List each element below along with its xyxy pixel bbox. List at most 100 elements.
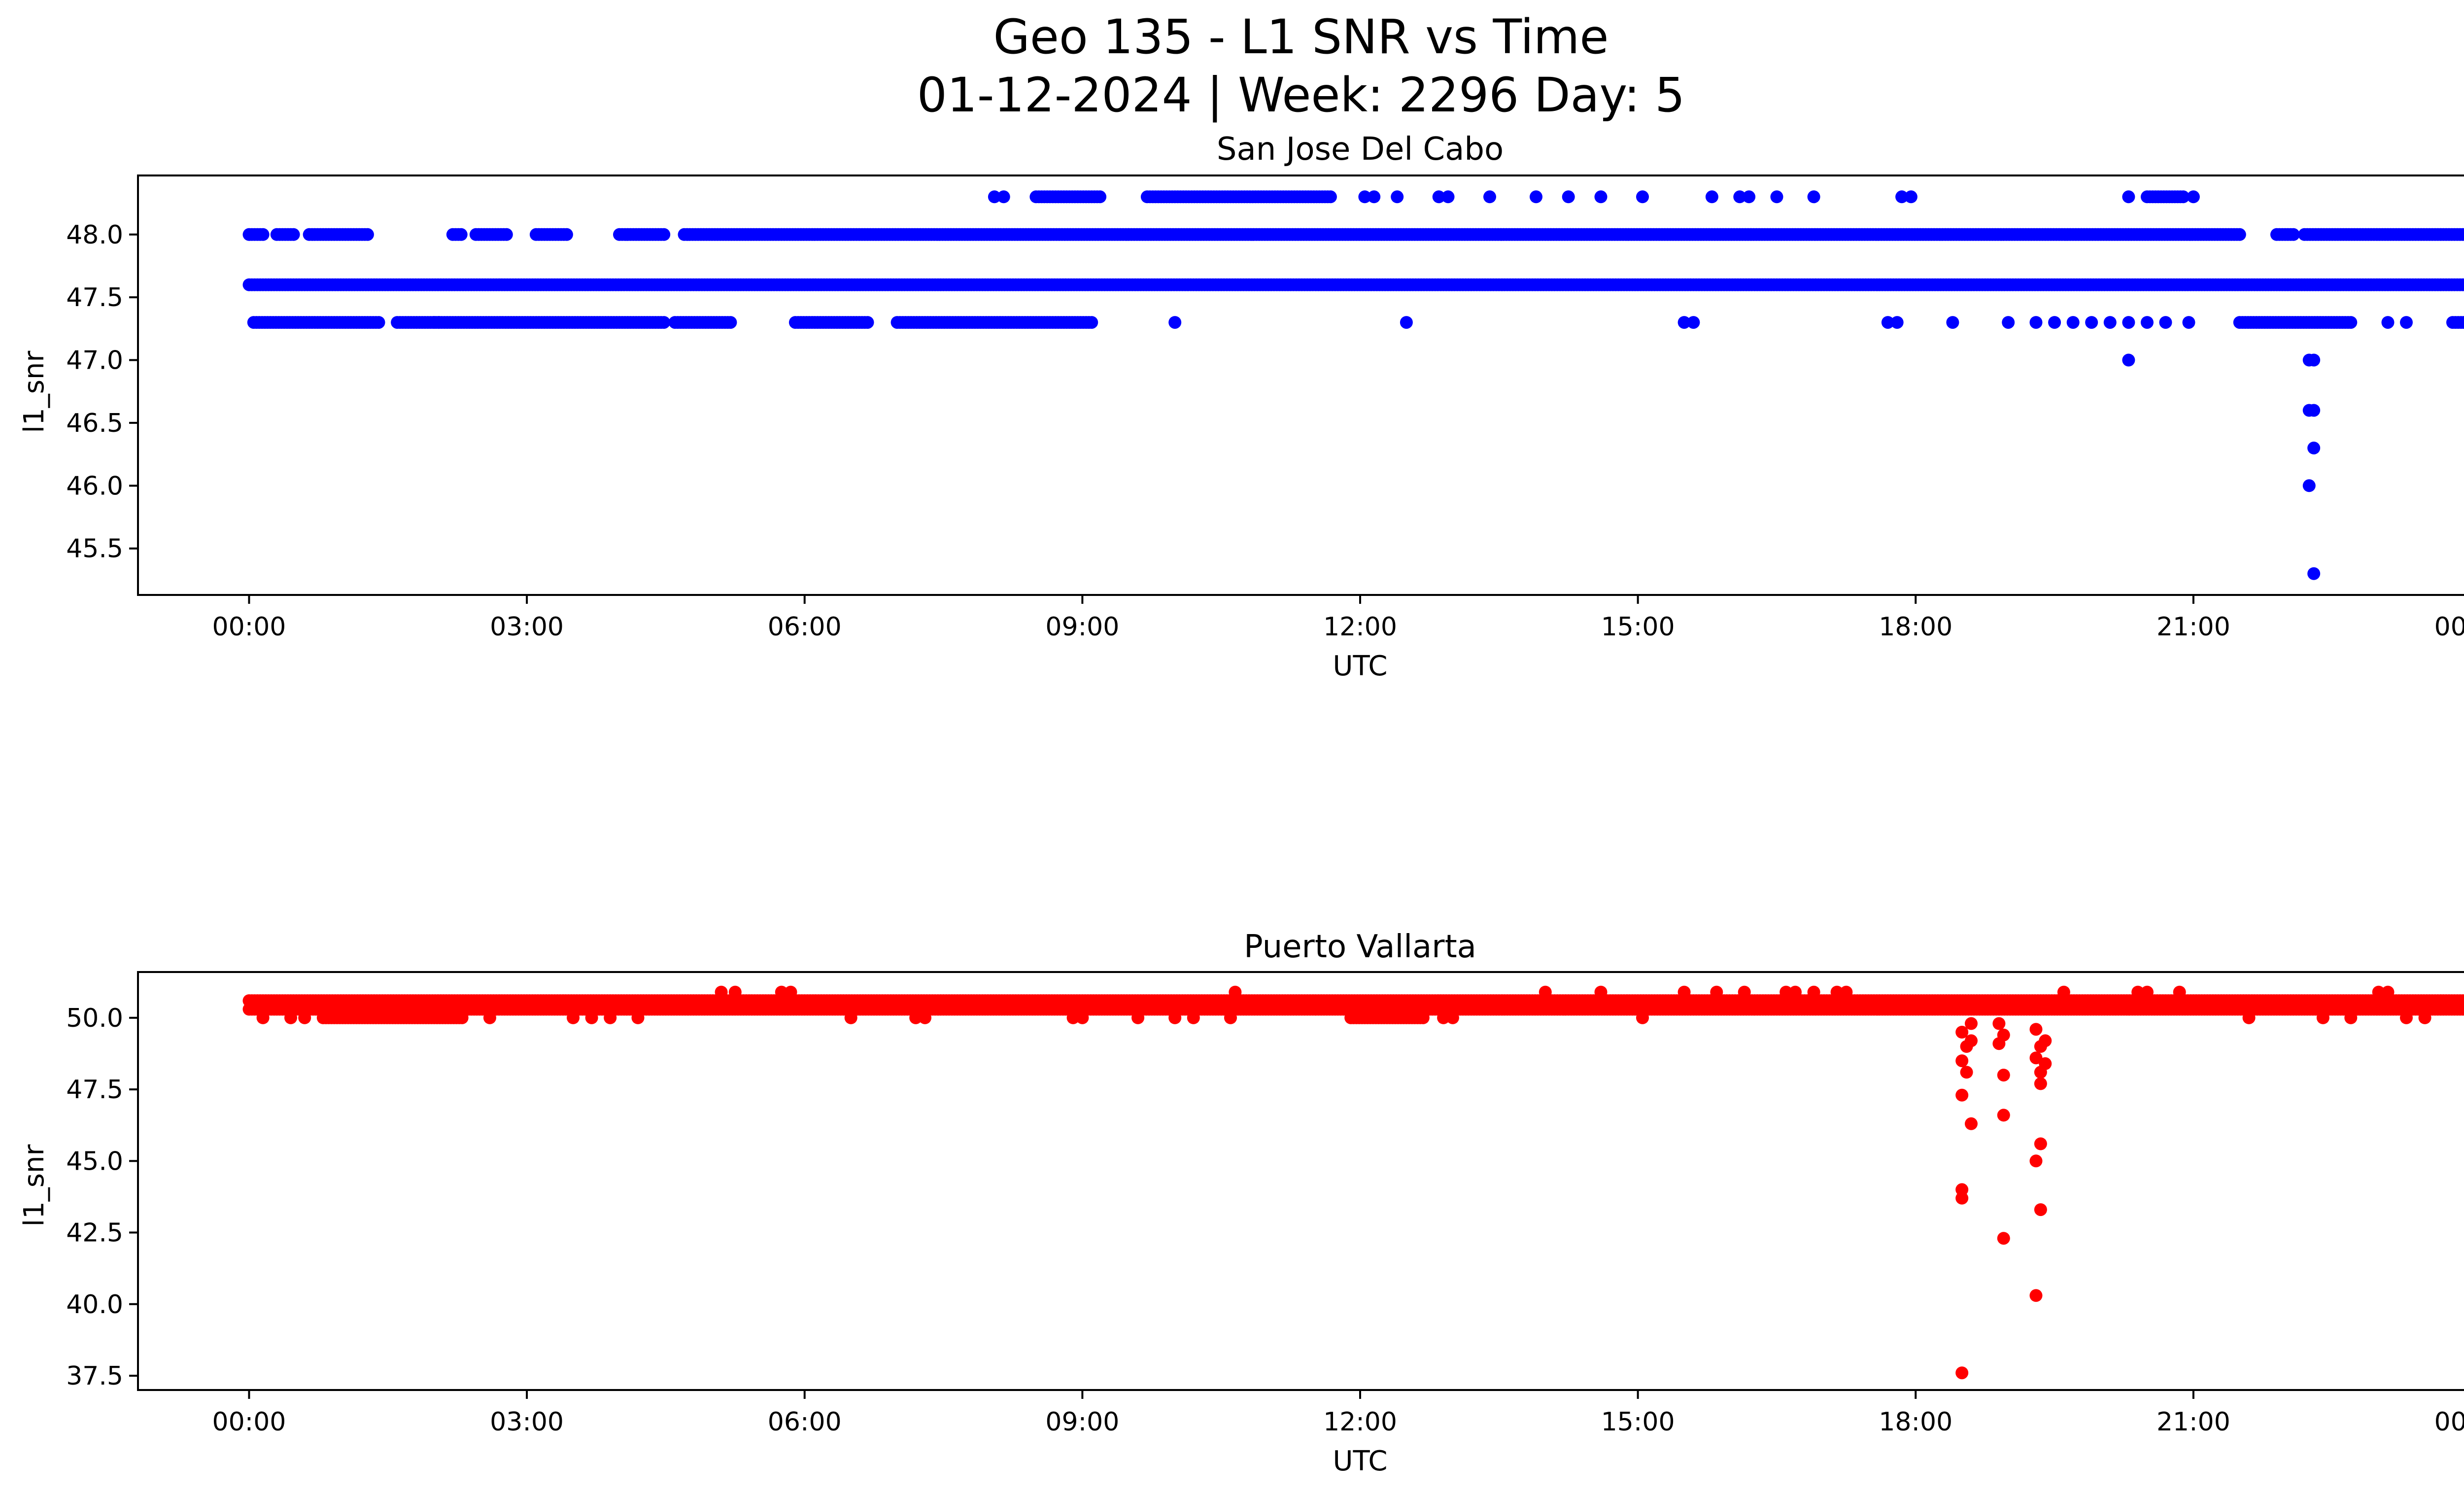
data-point (2159, 316, 2172, 329)
x-tick-label: 09:00 (1045, 612, 1119, 642)
data-point (1840, 985, 1853, 999)
scatter-points-layer (242, 190, 2464, 580)
data-point (585, 1011, 598, 1024)
x-tick-label: 06:00 (768, 612, 842, 642)
data-point (2287, 228, 2300, 241)
data-point (2173, 985, 2186, 999)
data-point (2029, 1289, 2043, 1302)
data-point (775, 985, 788, 999)
y-axis-label: l1_snr (18, 1144, 50, 1227)
data-point (1368, 190, 1381, 204)
data-point (1770, 190, 1783, 204)
data-point (1636, 1011, 1649, 1024)
data-point (432, 316, 445, 329)
data-point (844, 1011, 857, 1024)
data-point (2085, 316, 2098, 329)
x-tick-label: 12:00 (1323, 612, 1397, 642)
data-point (2233, 228, 2246, 241)
data-point (2029, 1154, 2043, 1168)
x-tick-label: 03:00 (490, 612, 564, 642)
data-point (1229, 985, 1242, 999)
data-point (1085, 316, 1098, 329)
x-tick-label: 00:00 (2434, 1407, 2464, 1437)
data-point (1733, 190, 1746, 204)
figure-title-line2: 01-12-2024 | Week: 2296 Day: 5 (917, 68, 1685, 123)
san-jose-del-cabo-plot: San Jose Del Cabo 00:00 03:00 06:00 09:00 12… (18, 131, 2464, 682)
data-point (1780, 985, 1793, 999)
data-point (1224, 1011, 1237, 1024)
data-point (724, 316, 737, 329)
axis-ticks-layer: 00:00 03:00 06:00 09:00 12:00 15:00 18:00 21:00… (66, 1004, 2464, 1437)
data-point (657, 316, 671, 329)
x-tick-label: 00:00 (212, 612, 286, 642)
data-point (1677, 316, 1691, 329)
data-point (2462, 230, 2464, 240)
data-point (784, 985, 797, 999)
data-point (1483, 190, 1496, 204)
data-point (2381, 316, 2395, 329)
x-tick-label: 00:00 (2434, 612, 2464, 642)
data-point (2302, 479, 2316, 492)
data-point (2307, 404, 2321, 417)
data-point (500, 228, 513, 241)
data-point (1965, 1034, 1978, 1047)
data-point (631, 1011, 645, 1024)
data-point (1437, 1011, 1450, 1024)
y-tick-label: 47.5 (66, 1075, 123, 1105)
x-tick-label: 21:00 (2156, 612, 2230, 642)
data-point (455, 1011, 469, 1024)
data-point (988, 190, 1001, 204)
data-point (1131, 1011, 1145, 1024)
data-point (1955, 1026, 1969, 1039)
data-point (1992, 1037, 2006, 1050)
data-point (1789, 985, 1802, 999)
data-point (1076, 1011, 1089, 1024)
data-point (909, 1011, 923, 1024)
data-point (2177, 190, 2190, 204)
data-point (919, 1011, 931, 1024)
plot-title: San Jose Del Cabo (1217, 131, 1504, 168)
y-tick-label: 46.5 (66, 409, 123, 438)
data-point (2381, 985, 2395, 999)
data-point (2103, 316, 2117, 329)
data-point (1904, 190, 1917, 204)
data-point (1955, 1054, 1969, 1068)
data-point (256, 228, 270, 241)
data-point (1187, 1011, 1200, 1024)
data-point (1946, 316, 1959, 329)
data-point (1400, 316, 1413, 329)
x-axis-label: UTC (1333, 1445, 1387, 1477)
plot-title: Puerto Vallarta (1244, 929, 1476, 965)
data-point (298, 1011, 311, 1024)
data-point (2141, 985, 2154, 999)
data-point (2372, 985, 2385, 999)
data-point (1965, 1117, 1978, 1130)
data-point (2034, 1077, 2047, 1090)
data-point (1358, 190, 1371, 204)
y-tick-label: 47.0 (66, 346, 123, 376)
data-point (483, 1011, 496, 1024)
data-point (2034, 1203, 2047, 1217)
data-point (2344, 316, 2358, 329)
data-point (1830, 985, 1844, 999)
data-point (1743, 190, 1756, 204)
data-point (2307, 353, 2321, 367)
data-point (1594, 190, 1608, 204)
data-point (1955, 1366, 1969, 1380)
data-point (2462, 280, 2464, 290)
data-point (2462, 1005, 2464, 1014)
y-tick-label: 46.0 (66, 471, 123, 501)
data-point (1881, 316, 1894, 329)
x-tick-label: 06:00 (768, 1407, 842, 1437)
x-tick-label: 12:00 (1323, 1407, 1397, 1437)
data-point (1539, 985, 1552, 999)
data-point (1066, 1011, 1080, 1024)
data-point (2307, 567, 2321, 580)
data-point (372, 316, 385, 329)
data-point (1446, 1011, 1459, 1024)
data-point (657, 228, 671, 241)
data-point (2460, 316, 2464, 329)
data-point (2066, 316, 2080, 329)
x-tick-label: 03:00 (490, 1407, 564, 1437)
x-tick-label: 18:00 (1879, 1407, 1952, 1437)
